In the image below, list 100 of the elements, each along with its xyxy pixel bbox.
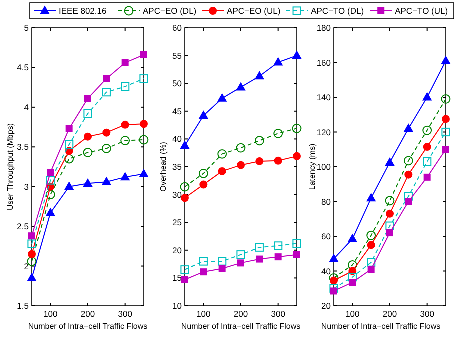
point [367,241,376,250]
y-tick-label: 30 [172,190,182,200]
y-tick-label: 160 [316,58,332,68]
point [47,169,54,176]
point [180,266,190,274]
x-tick-label: 100 [346,309,360,319]
point [199,257,208,266]
y-tick-label: 40 [322,266,332,276]
legend-label: APC−TO (DL) [311,6,364,16]
y-tick-label: 100 [316,162,332,172]
point [238,260,244,267]
point [386,222,394,230]
point [140,52,148,59]
point [200,180,208,189]
point [46,208,56,216]
point [218,265,226,272]
point [102,177,112,186]
y-tick-label: 180 [316,23,332,33]
point [386,230,394,237]
point [330,254,338,262]
point [256,256,264,263]
point [424,174,431,181]
point [366,230,376,240]
y-tick-label: 20 [172,245,182,256]
point [423,143,432,152]
point [441,94,451,104]
point [140,120,148,128]
point [274,128,284,138]
point [27,256,37,266]
y-tick-label: 3.5 [17,142,30,152]
point [182,276,188,284]
point [368,266,375,274]
y-tick-label: 60 [322,232,332,242]
point [140,74,148,84]
legend-label: APC−EO (UL) [227,6,281,16]
point [385,196,395,206]
point [102,144,112,154]
point [102,128,111,137]
point [121,82,130,92]
point [422,126,432,136]
point [386,158,394,166]
y-tick-label: 15 [172,273,182,284]
point [122,59,129,66]
point [140,169,148,178]
point [120,172,130,181]
point [28,232,36,240]
y-axis-title: Latency (ms) [308,144,317,190]
point [236,250,246,260]
y-tick-label: 55 [172,50,182,61]
point [218,257,227,266]
x-tick-label: 300 [271,309,286,319]
y-tick-label: 2 [24,261,30,272]
y-tick-label: 80 [322,196,332,207]
x-axis-title: Number of Intra−cell Traffic Flows [181,322,301,331]
point [218,94,227,102]
point [405,198,412,206]
point [83,148,93,158]
y-tick-label: 45 [172,106,182,116]
point [254,136,264,146]
y-tick-label: 25 [172,218,182,228]
y-tick-label: 4.5 [17,62,30,73]
point [274,242,283,250]
point [442,128,450,137]
point [236,82,246,91]
point [28,250,36,258]
y-axis-title: User Throughput (Mbps) [6,123,15,210]
y-tick-label: 35 [172,162,182,172]
point [103,75,110,82]
y-tick-label: 120 [316,127,332,138]
point [349,279,356,286]
point [199,111,208,120]
point [330,284,338,293]
point [84,109,92,118]
point [422,92,432,101]
point [28,240,36,248]
y-tick-label: 20 [322,301,332,311]
x-axis-title: Number of Intra−cell Traffic Flows [28,322,148,331]
y-tick-label: 140 [316,92,332,102]
point [181,194,189,202]
point [121,120,130,129]
point [292,124,302,134]
point [28,274,36,282]
point [294,251,300,258]
point [292,51,302,60]
x-tick-label: 100 [44,309,58,319]
point [236,143,246,153]
point [84,95,92,102]
point [65,140,74,150]
point [120,136,130,146]
point [423,157,432,166]
y-tick-label: 3 [24,182,30,192]
point [64,154,74,164]
point [255,72,264,80]
point [404,124,414,132]
x-tick-label: 100 [196,309,212,319]
point [102,88,111,97]
x-axis-title: Number of Intra−cell Traffic Flows [321,322,441,331]
point [348,234,358,242]
x-tick-label: 300 [420,309,435,319]
point [139,135,149,145]
